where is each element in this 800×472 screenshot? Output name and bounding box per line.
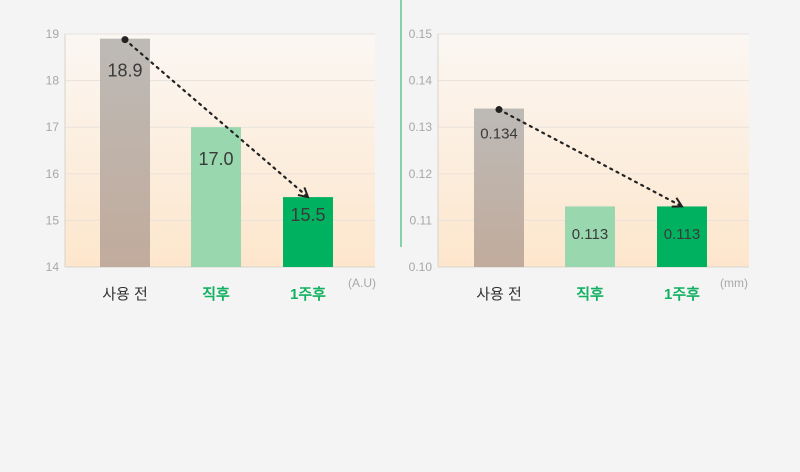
category-label-after-week: 1주후: [664, 286, 700, 303]
category-label-before: 사용 전: [476, 286, 522, 303]
y-tick-label: 0.12: [409, 167, 433, 181]
bar-after-week: [657, 206, 707, 267]
value-label-immediate: 0.113: [572, 226, 608, 243]
trend-arrow: [497, 108, 682, 207]
trend-arrow: [123, 38, 308, 197]
chart-right: 0.10 0.11 0.12 0.13 0.14 0.15 (mm) 0.134 0.113 0.…: [409, 27, 749, 303]
value-label-before: 0.134: [480, 126, 518, 143]
bar-immediate: [565, 206, 615, 267]
unit-label: (A.U): [348, 276, 376, 290]
bar-immediate: [191, 127, 241, 267]
y-tick-label: 14: [46, 260, 60, 274]
trend-start-dot: [121, 36, 129, 44]
y-tick-label: 0.14: [409, 74, 433, 88]
y-tick-label: 17: [46, 120, 60, 134]
value-label-after-week: 0.113: [664, 226, 700, 243]
y-tick-label: 0.10: [409, 260, 433, 274]
y-tick-label: 0.15: [409, 27, 433, 41]
value-label-before: 18.9: [107, 61, 142, 81]
trend-start-dot: [495, 106, 503, 114]
y-tick-label: 19: [46, 27, 60, 41]
category-label-immediate: 직후: [576, 285, 604, 303]
bar-before: [100, 38, 150, 267]
value-label-after-week: 15.5: [290, 205, 325, 225]
chart-left: 14 15 16 17 18 19 (A.U) 18.9 17.0 15.5 사용 전 직후 1주후: [46, 27, 376, 303]
value-label-immediate: 17.0: [198, 149, 233, 169]
y-tick-label: 18: [46, 74, 60, 88]
category-label-before: 사용 전: [102, 286, 148, 303]
y-tick-label: 0.13: [409, 120, 433, 134]
unit-label: (mm): [720, 276, 748, 290]
category-label-after-week: 1주후: [290, 286, 326, 303]
bar-before: [474, 108, 524, 267]
y-tick-label: 0.11: [410, 213, 433, 227]
bar-after-week: [283, 197, 333, 267]
category-label-immediate: 직후: [202, 285, 230, 303]
y-tick-label: 15: [46, 213, 60, 227]
y-tick-label: 16: [46, 167, 60, 181]
